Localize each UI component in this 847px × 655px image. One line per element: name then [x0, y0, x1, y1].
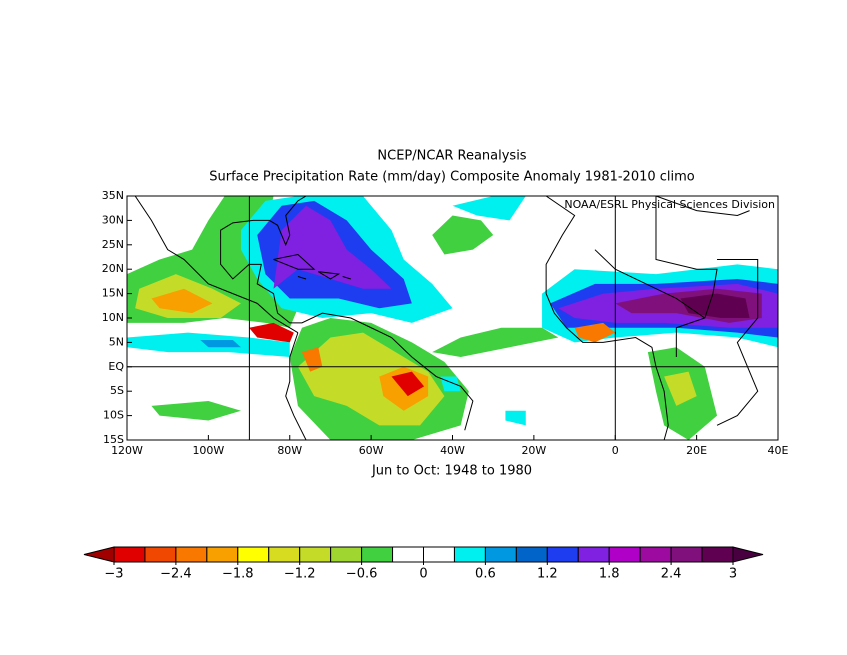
coastlines [135, 196, 790, 440]
colorbar-tick-label: 3 [729, 567, 737, 582]
y-tick-label: 5S [110, 384, 124, 397]
y-tick-label: 10S [103, 409, 124, 422]
colorbar-tick-label: 0.6 [475, 567, 496, 582]
colorbar-swatch [113, 546, 146, 563]
colorbar-tick-label: −0.6 [346, 567, 378, 582]
colorbar-swatch [268, 546, 301, 563]
attribution: NOAA/ESRL Physical Sciences Division [564, 198, 775, 211]
colorbar-swatch [639, 546, 672, 563]
map-field [127, 196, 790, 440]
y-tick-label: 15N [102, 287, 124, 300]
colorbar-extend-high [732, 546, 764, 563]
colorbar-tick-label: −1.8 [222, 567, 254, 582]
period-label: Jun to Oct: 1948 to 1980 [371, 464, 532, 479]
y-tick-label: 30N [102, 213, 124, 226]
title: NCEP/NCAR Reanalysis [377, 149, 526, 164]
y-tick-label: EQ [108, 360, 124, 373]
colorbar-swatch [330, 546, 363, 563]
x-tick-label: 40W [440, 444, 465, 457]
colorbar-swatch [175, 546, 208, 563]
y-tick-label: 15S [103, 433, 124, 446]
subtitle: Surface Precipitation Rate (mm/day) Comp… [209, 170, 695, 185]
colorbar-swatch [144, 546, 177, 563]
colorbar-swatch [423, 546, 455, 563]
x-tick-label: 80W [277, 444, 302, 457]
y-tick-label: 10N [102, 311, 124, 324]
colorbar-swatch [515, 546, 548, 563]
x-tick-label: 100W [192, 444, 224, 457]
y-tick-label: 35N [102, 189, 124, 202]
x-tick-label: 60W [359, 444, 384, 457]
colorbar-tick-label: 1.2 [537, 567, 558, 582]
y-tick-label: 25N [102, 238, 124, 251]
colorbar-swatch [237, 546, 270, 563]
colorbar-swatch [299, 546, 332, 563]
x-tick-label: 120W [111, 444, 143, 457]
colorbar-tick-label: 1.8 [599, 567, 620, 582]
colorbar-swatch [577, 546, 610, 563]
colorbar-swatch [392, 546, 424, 563]
colorbar-swatch [484, 546, 517, 563]
y-tick-label: 20N [102, 262, 124, 275]
colorbar-tick-label: −3 [104, 567, 123, 582]
x-tick-label: 0 [612, 444, 619, 457]
colorbar-swatch [453, 546, 486, 563]
colorbar-swatch [546, 546, 579, 563]
colorbar-extend-low [83, 546, 115, 563]
y-tick-label: 5N [109, 335, 124, 348]
colorbar-swatch [206, 546, 239, 563]
colorbar-tick-label: −2.4 [160, 567, 192, 582]
colorbar-tick-label: −1.2 [284, 567, 316, 582]
colorbar-swatch [701, 546, 734, 563]
colorbar-tick-label: 2.4 [661, 567, 682, 582]
colorbar-swatch [608, 546, 641, 563]
colorbar-swatch [670, 546, 703, 563]
x-tick-label: 20E [686, 444, 707, 457]
colorbar-swatch [361, 546, 394, 563]
x-tick-label: 40E [768, 444, 789, 457]
colorbar-tick-label: 0 [419, 567, 427, 582]
x-tick-label: 20W [521, 444, 546, 457]
